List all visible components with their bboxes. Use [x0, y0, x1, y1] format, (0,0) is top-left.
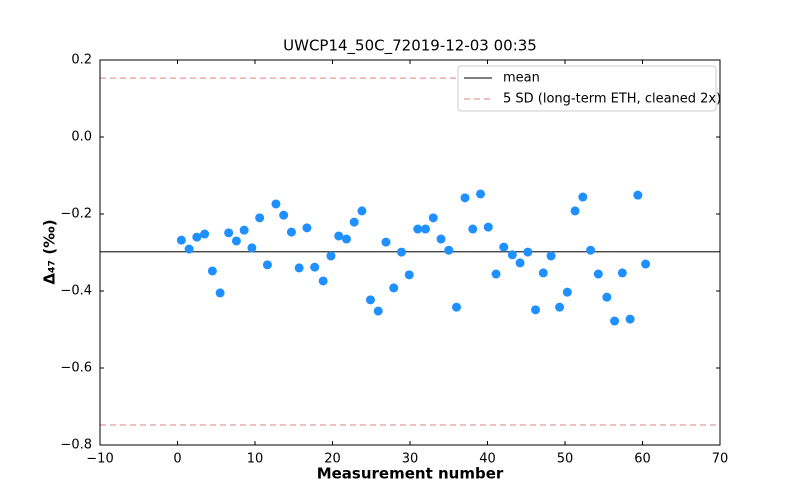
point: [279, 210, 289, 220]
chart-title: UWCP14_50C_72019-12-03 00:35: [283, 37, 537, 56]
point: [231, 236, 241, 246]
point: [555, 302, 565, 312]
point: [578, 192, 588, 202]
point: [436, 234, 446, 244]
point: [491, 269, 501, 279]
point: [452, 302, 461, 312]
point: [334, 231, 344, 241]
y-tick-label: 0.2: [71, 53, 92, 68]
point: [531, 305, 541, 315]
point: [538, 268, 548, 278]
x-tick-label: 60: [634, 452, 651, 467]
point: [468, 224, 478, 234]
point: [413, 224, 423, 234]
point: [460, 193, 470, 203]
y-axis-label: Δ₄₇ (‰): [41, 219, 59, 284]
x-tick-label: 20: [324, 452, 341, 467]
point: [428, 213, 438, 223]
point: [176, 235, 186, 245]
legend-box: [457, 65, 717, 112]
point: [483, 222, 493, 232]
point: [610, 316, 620, 326]
point: [341, 234, 351, 244]
point: [507, 250, 517, 260]
point: [641, 259, 651, 269]
point: [255, 213, 265, 223]
x-tick-label: 70: [712, 452, 729, 467]
point: [302, 223, 312, 233]
point: [318, 276, 328, 286]
plot-frame: [99, 59, 721, 446]
y-tick-label: −0.4: [60, 284, 92, 299]
point: [633, 190, 643, 200]
point: [444, 245, 454, 255]
point: [396, 247, 406, 257]
point: [286, 227, 296, 237]
point: [271, 199, 281, 209]
x-tick-label: 0: [173, 452, 181, 467]
x-tick-label: 50: [557, 452, 574, 467]
point: [523, 247, 533, 257]
point: [476, 189, 486, 199]
y-tick-label: −0.2: [60, 207, 92, 222]
legend-label: mean: [503, 71, 540, 86]
point: [625, 314, 635, 324]
y-tick-label: −0.6: [60, 361, 92, 376]
point: [239, 225, 249, 235]
point: [602, 292, 612, 302]
point: [192, 232, 202, 242]
x-tick-label: 10: [247, 452, 264, 467]
point: [262, 260, 272, 270]
point: [224, 228, 234, 238]
point: [404, 270, 414, 280]
x-axis-label: Measurement number: [317, 465, 504, 483]
point: [365, 295, 375, 305]
point: [184, 244, 194, 254]
point: [381, 237, 391, 247]
point: [421, 224, 430, 234]
x-tick-label: −10: [86, 452, 113, 467]
point: [570, 206, 580, 216]
point: [207, 266, 217, 276]
x-tick-label: 30: [402, 452, 419, 467]
point: [499, 242, 509, 252]
point: [586, 245, 596, 255]
legend-label: 5 SD (long-term ETH, cleaned 2x): [503, 92, 721, 107]
point: [326, 251, 336, 261]
x-tick-label: 40: [479, 452, 496, 467]
point: [515, 258, 525, 268]
point: [200, 229, 210, 239]
point: [247, 243, 257, 253]
point: [294, 263, 304, 273]
point: [389, 283, 399, 293]
point: [562, 287, 572, 297]
point: [357, 206, 367, 216]
point: [310, 262, 320, 272]
point: [546, 251, 556, 261]
point: [349, 217, 359, 227]
y-tick-label: −0.8: [60, 438, 92, 453]
point: [593, 269, 603, 279]
point: [215, 288, 225, 298]
point: [373, 306, 383, 316]
y-tick-label: 0.0: [71, 130, 92, 145]
point: [617, 268, 627, 278]
